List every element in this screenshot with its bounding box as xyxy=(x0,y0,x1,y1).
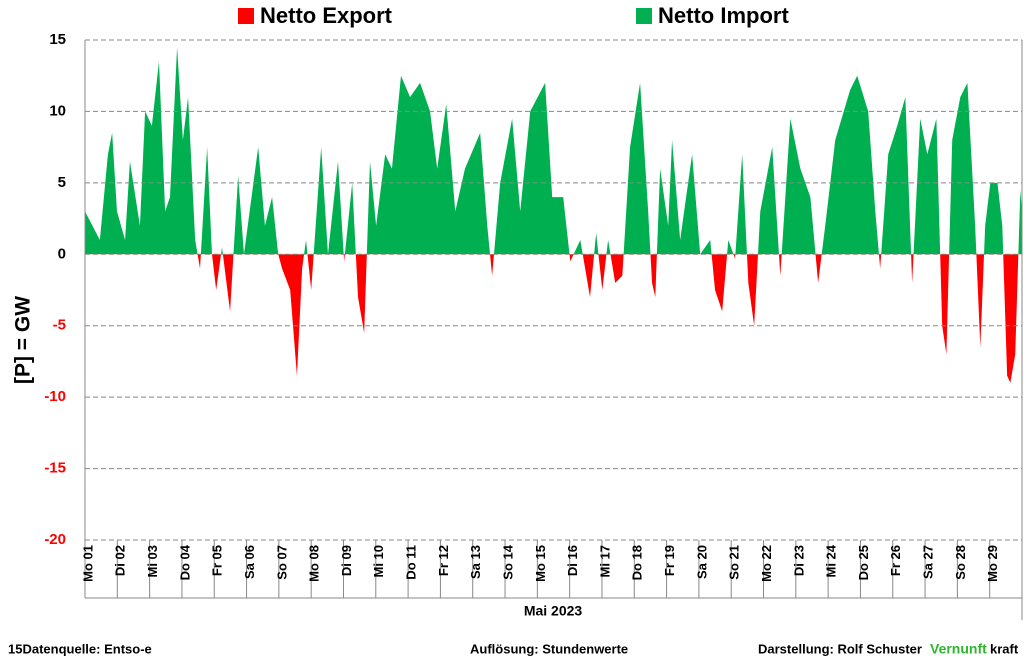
x-tick-label: So 21 xyxy=(727,545,742,580)
x-tick-label: Fr 26 xyxy=(888,545,903,576)
x-tick-label: Fr 19 xyxy=(662,545,677,576)
footer-brand: kraft xyxy=(990,641,1019,656)
y-tick-label: 5 xyxy=(58,174,66,191)
y-tick-label: -20 xyxy=(44,531,66,548)
x-tick-label: Sa 27 xyxy=(921,545,936,579)
x-tick-label: Di 02 xyxy=(113,545,128,576)
y-tick-label: -10 xyxy=(44,388,66,405)
x-tick-label: Mo 01 xyxy=(80,545,95,582)
x-tick-label: Di 23 xyxy=(791,545,806,576)
x-tick-label: Mi 10 xyxy=(371,545,386,578)
footer-resolution: Auflösung: Stundenwerte xyxy=(470,641,628,656)
footer-brand: Vernunft xyxy=(930,641,987,657)
y-tick-label: -15 xyxy=(44,460,66,477)
x-tick-label: So 28 xyxy=(953,545,968,580)
x-tick-label: Mo 29 xyxy=(985,545,1000,582)
footer-author: Darstellung: Rolf Schuster xyxy=(758,641,922,656)
x-tick-label: Di 16 xyxy=(565,545,580,576)
footer-source: 15Datenquelle: Entso-e xyxy=(8,641,152,656)
x-tick-label: Sa 13 xyxy=(468,545,483,579)
y-tick-label: 0 xyxy=(58,245,66,262)
x-tick-label: So 14 xyxy=(500,544,515,579)
x-tick-label: Do 18 xyxy=(630,545,645,580)
x-tick-label: Di 09 xyxy=(339,545,354,576)
x-tick-label: Fr 05 xyxy=(210,545,225,576)
x-tick-label: Mi 03 xyxy=(145,545,160,578)
x-tick-label: Mo 22 xyxy=(759,545,774,582)
x-tick-label: Do 25 xyxy=(856,545,871,580)
y-tick-label: 15 xyxy=(49,31,66,48)
x-tick-label: Mo 08 xyxy=(307,545,322,582)
x-tick-label: Mi 17 xyxy=(597,545,612,578)
x-axis-label: Mai 2023 xyxy=(524,603,583,619)
x-tick-label: Mi 24 xyxy=(824,544,839,577)
x-tick-label: Do 11 xyxy=(404,545,419,580)
y-tick-label: 10 xyxy=(49,102,66,119)
legend-label: Netto Export xyxy=(260,3,393,28)
legend-swatch xyxy=(636,8,652,24)
y-axis-label: [P] = GW xyxy=(12,296,35,384)
x-tick-label: Fr 12 xyxy=(436,545,451,576)
import-area xyxy=(85,47,1022,255)
x-tick-label: Sa 06 xyxy=(242,545,257,579)
legend-label: Netto Import xyxy=(658,3,789,28)
y-tick-label: -5 xyxy=(53,317,66,334)
x-tick-label: Sa 20 xyxy=(694,545,709,579)
x-tick-label: Do 04 xyxy=(177,544,192,580)
x-tick-label: So 07 xyxy=(274,545,289,580)
legend-swatch xyxy=(238,8,254,24)
x-tick-label: Mo 15 xyxy=(533,545,548,582)
